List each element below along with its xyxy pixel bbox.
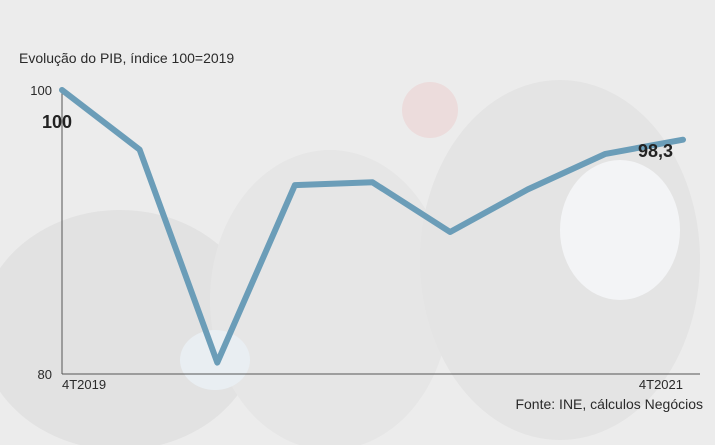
start-value-label: 100 [42,112,72,132]
gdp-series-line [59,87,686,366]
y-tick-label-top: 100 [30,83,52,98]
x-tick-label-start: 4T2019 [62,377,106,392]
y-tick-label-bottom: 80 [38,367,52,382]
source-note: Fonte: INE, cálculos Negócios [515,396,703,412]
end-value-label: 98,3 [638,141,673,161]
x-tick-label-end: 4T2021 [639,377,683,392]
chart-title: Evolução do PIB, índice 100=2019 [19,50,235,66]
